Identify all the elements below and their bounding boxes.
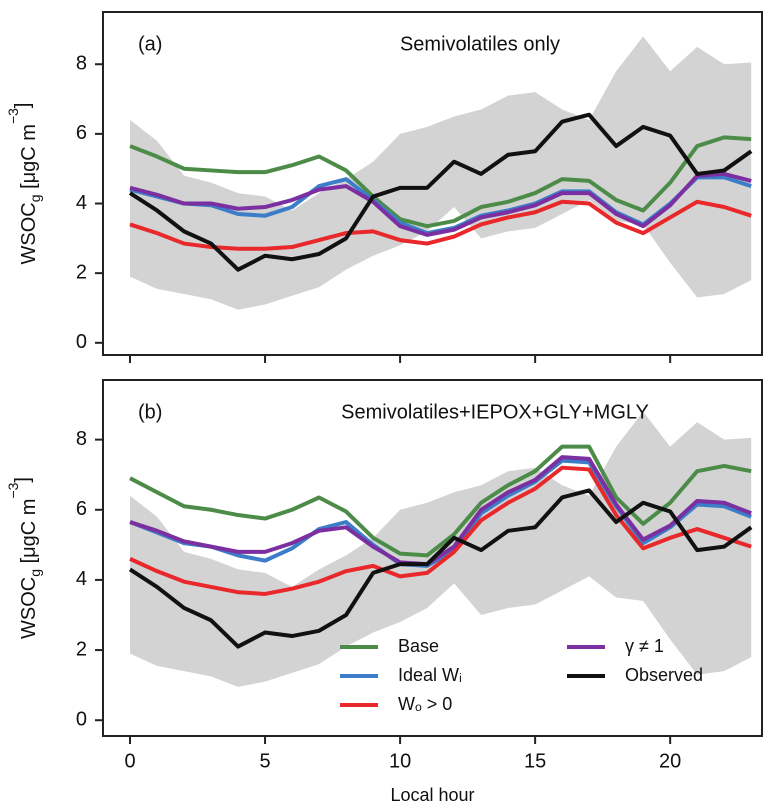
x-tick-label: 20 bbox=[659, 750, 681, 772]
legend-label: Wₒ > 0 bbox=[398, 694, 452, 714]
y-tick-label: 8 bbox=[76, 53, 87, 75]
series-line bbox=[128, 488, 753, 649]
series-line bbox=[128, 112, 753, 272]
plot-frame bbox=[102, 379, 763, 737]
series-line bbox=[129, 171, 752, 237]
y-tick-label: 4 bbox=[76, 568, 87, 590]
y-tick-label: 4 bbox=[76, 192, 87, 214]
y-axis-label-part: WSOC bbox=[18, 577, 40, 639]
x-tick-label: 5 bbox=[259, 750, 270, 772]
y-tick-label: 2 bbox=[76, 261, 87, 283]
series-line bbox=[129, 458, 752, 568]
y-tick-label: 0 bbox=[76, 331, 87, 353]
series-line bbox=[129, 465, 752, 596]
panel-title: Semivolatiles only bbox=[400, 33, 560, 55]
y-axis-label-part: WSOC bbox=[18, 202, 40, 264]
y-axis-label: WSOCg [μgC m−3] bbox=[5, 477, 43, 639]
y-tick-label: 6 bbox=[76, 498, 87, 520]
series-line bbox=[129, 135, 752, 229]
y-axis-label: WSOCg [μgC m−3] bbox=[5, 103, 43, 265]
y-axis-label-part: [μgC m bbox=[18, 499, 40, 569]
y-tick-label: 2 bbox=[76, 638, 87, 660]
y-tick-label: 6 bbox=[76, 122, 87, 144]
x-tick-label: 15 bbox=[524, 750, 546, 772]
panel-title: Semivolatiles+IEPOX+GLY+MGLY bbox=[341, 401, 649, 423]
y-tick-label: 8 bbox=[76, 428, 87, 450]
y-axis-label-part: g bbox=[27, 194, 43, 202]
series-line bbox=[129, 444, 752, 558]
legend-label: Ideal Wᵢ bbox=[398, 665, 462, 685]
series-line bbox=[129, 199, 752, 251]
series-line bbox=[129, 455, 752, 567]
legend-label: γ ≠ 1 bbox=[625, 636, 664, 656]
y-axis-label-part: g bbox=[27, 569, 43, 577]
legend-label: Observed bbox=[625, 665, 703, 685]
x-tick-label: 0 bbox=[124, 750, 135, 772]
y-axis-label-part: −3 bbox=[5, 108, 21, 124]
plot-frame bbox=[102, 11, 763, 356]
panel-label: (b) bbox=[138, 401, 162, 423]
x-tick-label: 10 bbox=[389, 750, 411, 772]
legend-label: Base bbox=[398, 636, 439, 656]
y-axis-label-part: −3 bbox=[5, 482, 21, 498]
x-axis-label: Local hour bbox=[390, 785, 474, 805]
y-tick-label: 0 bbox=[76, 708, 87, 730]
y-axis-label-part: [μgC m bbox=[18, 124, 40, 194]
panel-label: (a) bbox=[138, 33, 162, 55]
y-axis-label-part: ] bbox=[12, 477, 34, 483]
y-axis-label-part: ] bbox=[12, 103, 34, 109]
